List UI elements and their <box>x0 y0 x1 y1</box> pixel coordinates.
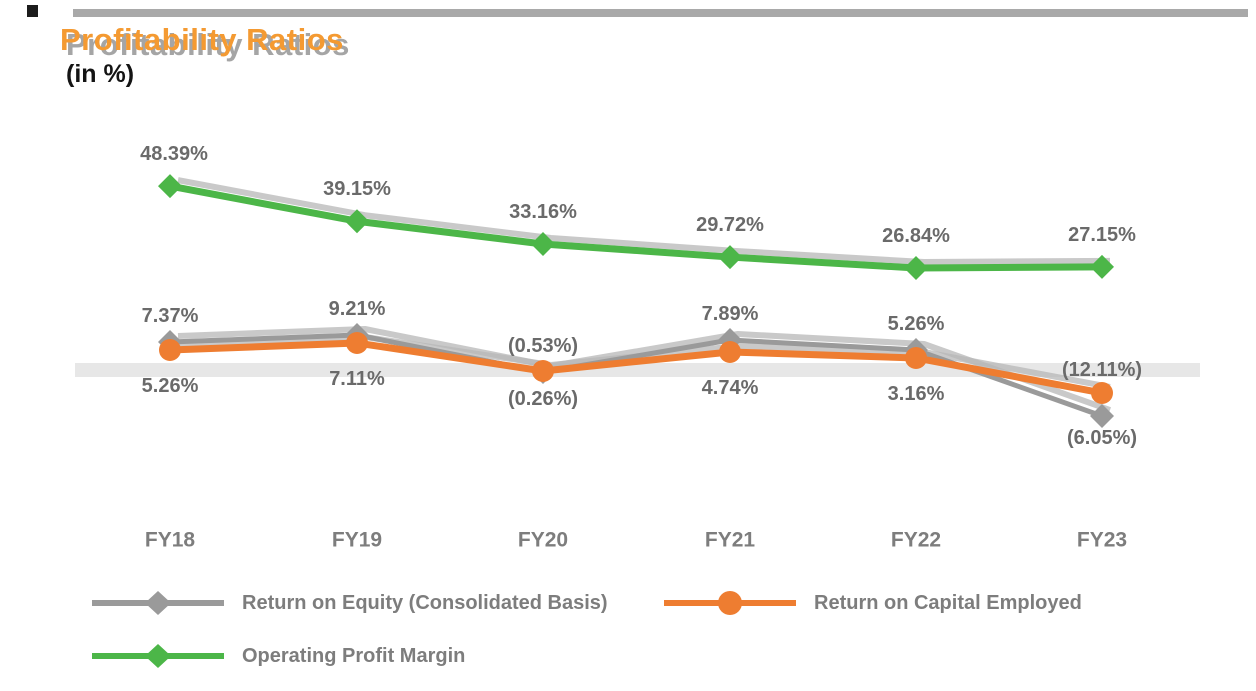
data-label-return-on-capital-employed: (0.26%) <box>508 388 578 410</box>
legend-line-circle-icon <box>664 591 796 615</box>
data-label-return-on-capital-employed: 7.11% <box>329 368 385 390</box>
series-marker-operating-profit-margin <box>718 245 742 270</box>
data-label-return-on-capital-employed: 3.16% <box>888 383 945 405</box>
x-axis-label: FY20 <box>518 529 568 552</box>
data-label-operating-profit-margin: 29.72% <box>696 214 764 236</box>
legend-label: Return on Capital Employed <box>814 591 1082 614</box>
data-label-return-on-equity-consolidated-basis: 9.21% <box>329 298 386 320</box>
x-axis-label: FY21 <box>705 529 756 552</box>
series-marker-return-on-capital-employed <box>532 359 554 382</box>
series-line-shadow <box>177 177 1111 266</box>
top-left-mark <box>27 5 38 17</box>
data-label-return-on-equity-consolidated-basis: 5.26% <box>888 313 945 335</box>
x-axis-label: FY23 <box>1077 529 1127 552</box>
data-label-return-on-equity-consolidated-basis: 7.89% <box>702 303 759 325</box>
legend-item-operating-profit-margin: Operating Profit Margin <box>88 643 465 669</box>
data-label-operating-profit-margin: 33.16% <box>509 201 577 223</box>
series-marker-operating-profit-margin <box>158 174 182 199</box>
chart-title: Profitability Ratios <box>60 22 344 57</box>
legend-line-diamond-icon <box>92 591 224 615</box>
series-marker-operating-profit-margin <box>904 256 928 281</box>
data-label-operating-profit-margin: 39.15% <box>323 178 391 200</box>
series-line-operating-profit-margin <box>169 182 1103 272</box>
legend-line-diamond-icon <box>92 644 224 668</box>
series-marker-return-on-equity-consolidated-basis <box>1090 404 1114 429</box>
series-marker-return-on-capital-employed <box>1091 381 1113 404</box>
legend-item-return-on-capital-employed: Return on Capital Employed <box>660 590 1082 616</box>
series-marker-operating-profit-margin <box>345 209 369 234</box>
series-marker-operating-profit-margin <box>1090 254 1114 279</box>
series-marker-return-on-capital-employed <box>719 340 741 363</box>
series-line-return-on-capital-employed <box>169 339 1103 397</box>
data-label-return-on-equity-consolidated-basis: 7.37% <box>142 305 199 327</box>
x-axis-label: FY18 <box>145 529 196 552</box>
data-label-return-on-capital-employed: (6.05%) <box>1067 427 1137 449</box>
series-marker-return-on-capital-employed <box>159 339 181 362</box>
series-marker-return-on-capital-employed <box>346 331 368 354</box>
chart-unit-label: (in %) <box>66 60 135 88</box>
legend-label: Operating Profit Margin <box>242 644 466 667</box>
data-label-operating-profit-margin: 27.15% <box>1068 224 1136 246</box>
x-axis-label: FY19 <box>332 529 382 552</box>
data-label-return-on-equity-consolidated-basis: (0.53%) <box>508 335 578 357</box>
series-marker-return-on-capital-employed <box>905 346 927 369</box>
data-label-return-on-equity-consolidated-basis: (12.11%) <box>1062 359 1142 381</box>
data-label-return-on-capital-employed: 5.26% <box>142 375 199 397</box>
legend-label: Return on Equity (Consolidated Basis) <box>242 591 608 614</box>
x-axis-label: FY22 <box>891 529 941 552</box>
data-label-operating-profit-margin: 48.39% <box>140 143 208 165</box>
data-label-operating-profit-margin: 26.84% <box>882 225 950 247</box>
data-label-return-on-capital-employed: 4.74% <box>702 377 759 399</box>
series-marker-operating-profit-margin <box>531 231 555 256</box>
top-divider-strip <box>73 9 1248 17</box>
legend-item-return-on-equity: Return on Equity (Consolidated Basis) <box>88 590 608 616</box>
